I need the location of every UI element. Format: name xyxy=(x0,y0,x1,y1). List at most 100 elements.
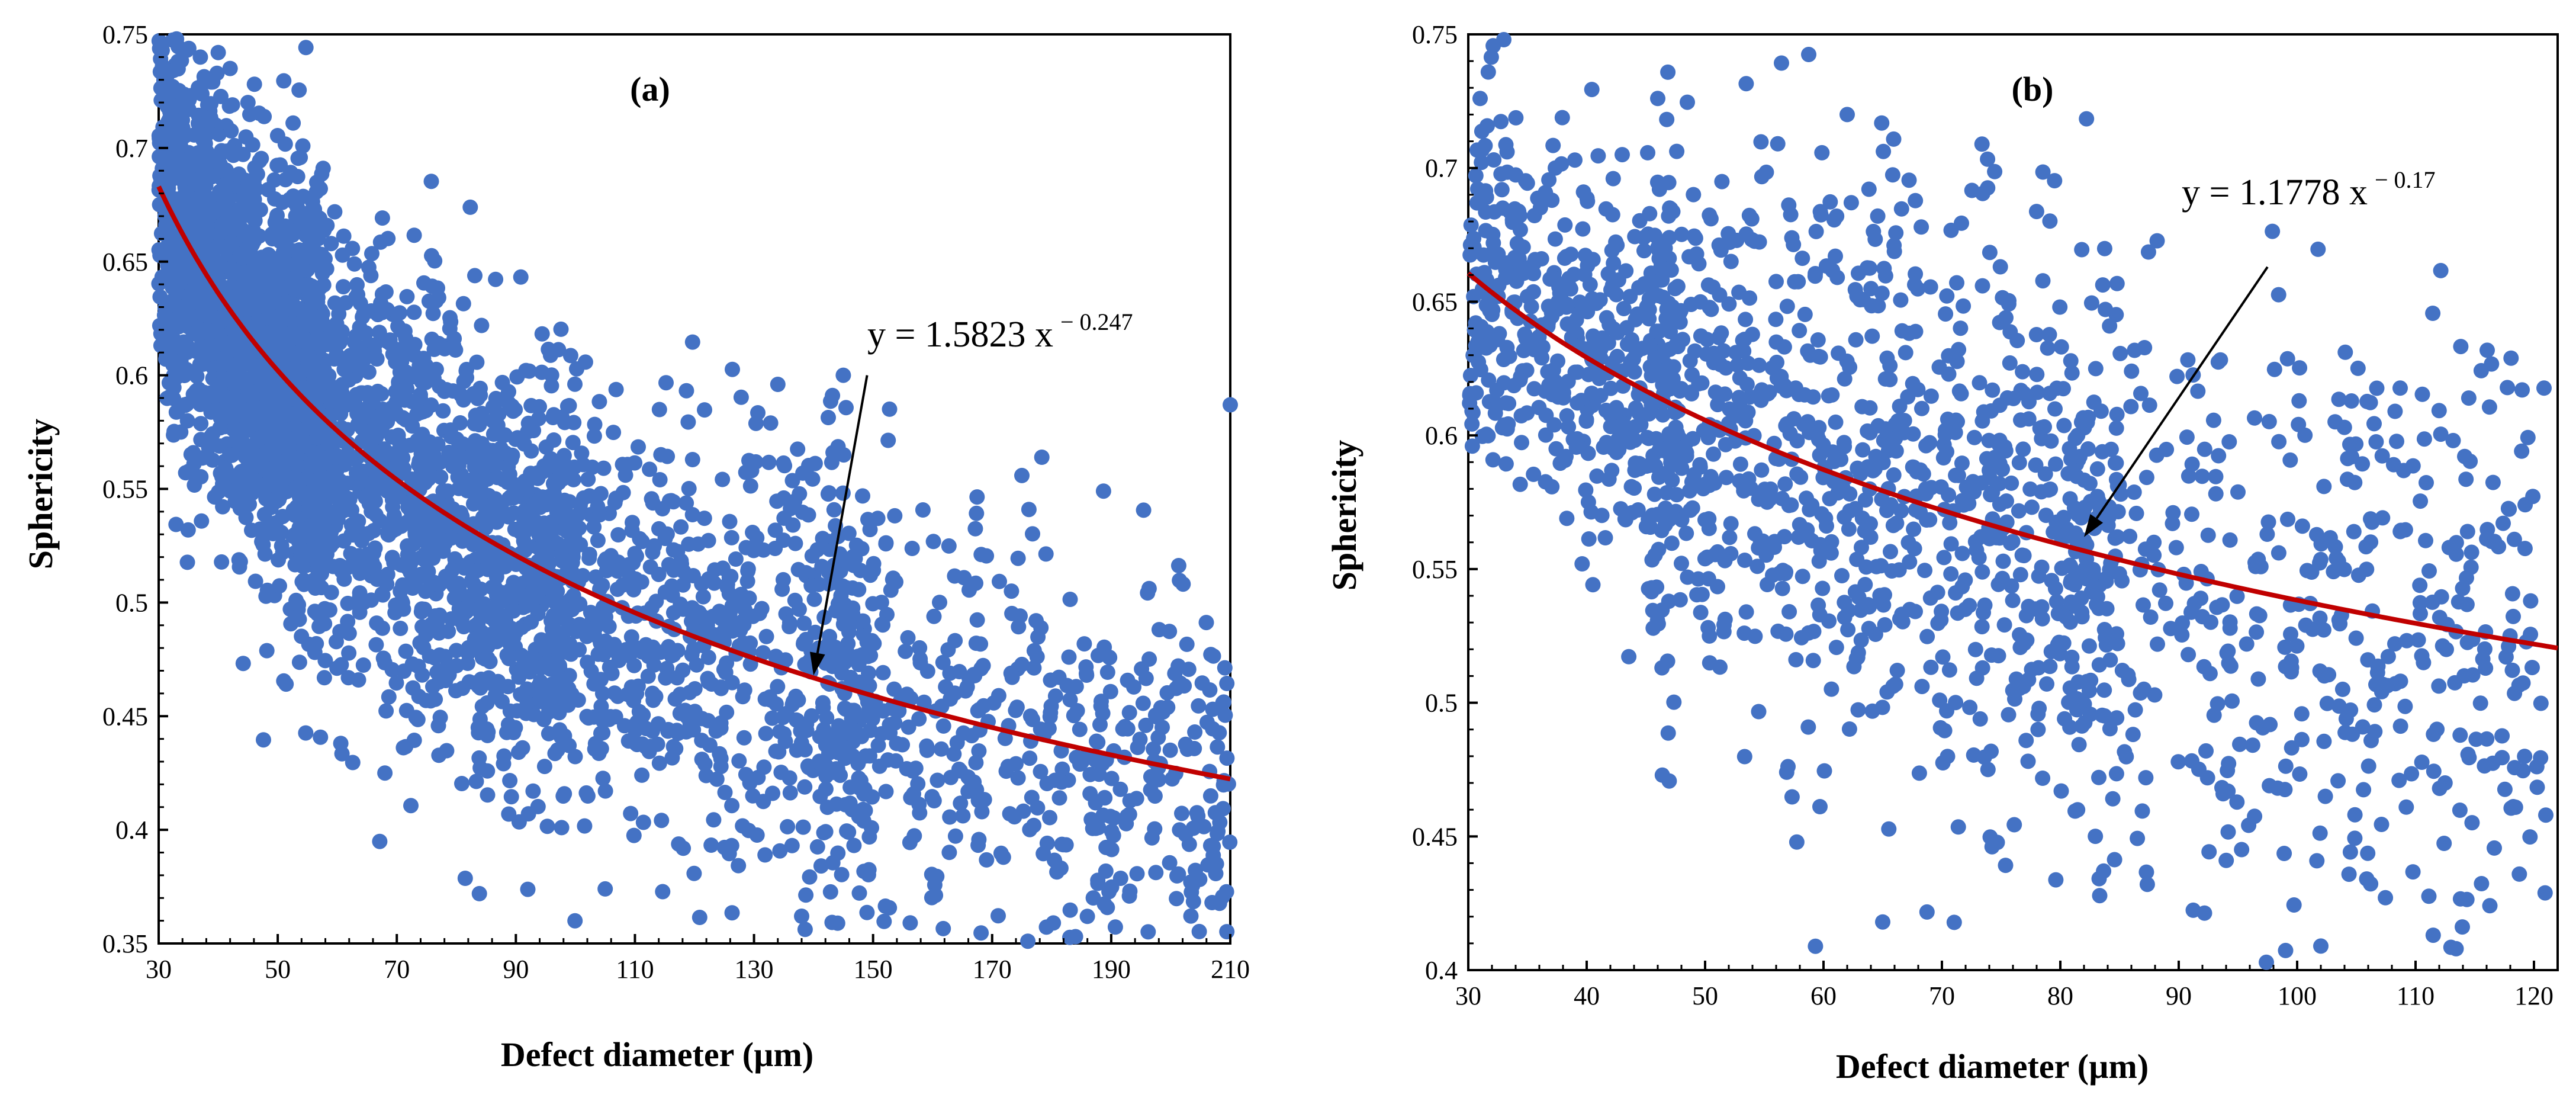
data-point xyxy=(970,792,986,808)
data-point xyxy=(1147,788,1163,804)
data-point xyxy=(538,656,554,672)
data-point xyxy=(423,693,439,709)
data-point xyxy=(266,172,282,188)
data-point xyxy=(232,554,248,570)
data-point xyxy=(2011,503,2027,519)
data-point xyxy=(483,627,499,643)
data-point xyxy=(266,393,282,409)
data-point xyxy=(211,126,227,142)
data-point xyxy=(608,381,624,397)
data-point xyxy=(405,680,421,696)
data-point xyxy=(652,472,668,487)
data-point xyxy=(831,736,847,752)
data-point xyxy=(418,627,434,643)
data-point xyxy=(272,578,287,594)
data-point xyxy=(356,306,372,322)
data-point xyxy=(411,457,427,473)
data-point xyxy=(862,522,878,538)
data-point xyxy=(1496,375,1512,391)
data-point xyxy=(904,541,920,556)
data-point xyxy=(756,759,772,775)
data-point xyxy=(1863,529,1879,545)
data-point xyxy=(248,181,264,197)
data-point xyxy=(317,499,333,515)
data-point xyxy=(294,574,310,590)
data-point xyxy=(1910,281,1926,297)
data-point xyxy=(875,617,891,633)
data-point xyxy=(1028,613,1044,629)
data-point xyxy=(554,692,570,708)
data-point xyxy=(179,554,195,570)
data-point xyxy=(1120,672,1136,688)
data-point xyxy=(391,451,407,467)
data-point xyxy=(866,562,882,578)
data-point xyxy=(708,723,724,739)
data-point xyxy=(551,669,567,685)
data-point xyxy=(364,246,380,262)
x-tick-label: 190 xyxy=(1092,955,1131,984)
data-point xyxy=(603,709,619,725)
data-point xyxy=(1886,467,1902,483)
data-point xyxy=(444,562,460,578)
data-point xyxy=(491,391,507,407)
data-point xyxy=(629,737,645,753)
data-point xyxy=(173,424,189,440)
data-point xyxy=(1992,314,2008,330)
data-point xyxy=(1542,271,1558,287)
data-point xyxy=(153,92,169,108)
data-point xyxy=(806,591,822,607)
data-point xyxy=(845,580,861,596)
data-point xyxy=(1493,114,1509,130)
data-point xyxy=(451,601,467,617)
data-point xyxy=(1974,278,1990,294)
data-point xyxy=(1099,665,1115,680)
data-point xyxy=(882,900,898,916)
data-point xyxy=(283,165,298,181)
data-point xyxy=(969,489,985,505)
data-point xyxy=(1908,192,1924,208)
data-point xyxy=(883,582,899,598)
data-point xyxy=(291,654,307,670)
data-point xyxy=(1146,741,1162,757)
data-point xyxy=(1774,55,1789,71)
data-point xyxy=(388,597,404,613)
x-tick-label: 150 xyxy=(854,955,893,984)
data-point xyxy=(425,306,441,322)
panel-a-chart: 30 50 70 90 110 130 150 170 190 2100.350.40.450.5… xyxy=(21,20,1250,1074)
data-point xyxy=(554,820,570,836)
data-point xyxy=(256,483,272,499)
data-point xyxy=(247,573,263,589)
data-point xyxy=(1693,328,1709,344)
data-point xyxy=(1217,660,1233,676)
data-point xyxy=(222,60,238,76)
data-point xyxy=(610,527,626,543)
data-point xyxy=(1148,865,1164,881)
data-point xyxy=(882,401,898,417)
data-point xyxy=(194,513,210,529)
data-point xyxy=(1933,612,1949,628)
data-point xyxy=(254,534,270,550)
data-point xyxy=(590,532,606,548)
data-point xyxy=(214,143,230,159)
data-point xyxy=(819,800,835,816)
data-point xyxy=(797,922,813,938)
data-point xyxy=(1779,416,1795,432)
data-point xyxy=(716,839,732,855)
data-point xyxy=(231,483,246,499)
data-point xyxy=(323,236,339,252)
data-point xyxy=(676,840,692,856)
data-point xyxy=(1498,262,1514,278)
data-point xyxy=(860,866,876,882)
data-point xyxy=(1025,526,1040,542)
data-point xyxy=(575,568,591,583)
data-point xyxy=(775,710,791,726)
data-point xyxy=(1042,810,1057,826)
data-point xyxy=(584,459,600,475)
data-point xyxy=(841,824,857,840)
data-point xyxy=(645,723,660,739)
data-point xyxy=(784,473,800,489)
data-point xyxy=(500,459,516,475)
data-point xyxy=(847,730,863,746)
data-point xyxy=(1187,724,1203,740)
data-point xyxy=(181,463,197,479)
